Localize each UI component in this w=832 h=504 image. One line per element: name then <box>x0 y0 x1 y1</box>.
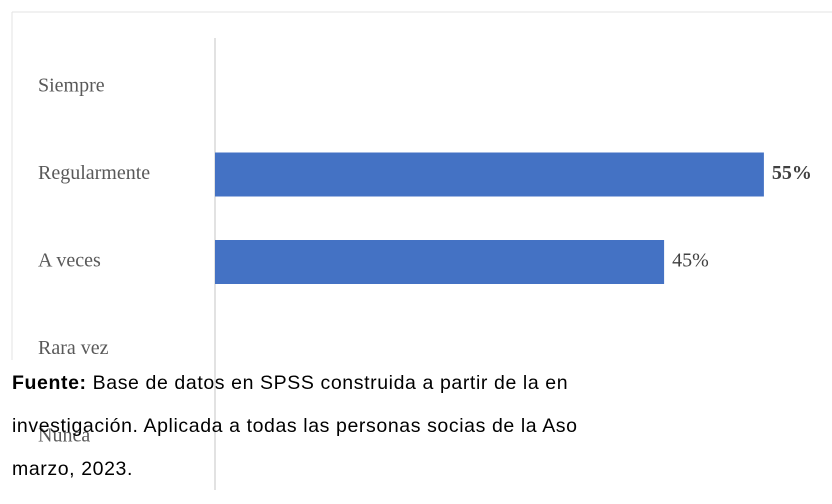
caption-text: Base de datos en SPSS construida a parti… <box>92 372 569 394</box>
caption: Fuente: Base de datos en SPSS construida… <box>12 362 578 491</box>
caption-line: investigación. Aplicada a todas las pers… <box>12 415 578 437</box>
category-label: A veces <box>38 250 101 272</box>
bar <box>215 240 665 284</box>
category-label: Nunca <box>38 425 90 447</box>
caption-line: Fuente: Base de datos en SPSS construida… <box>12 362 578 405</box>
caption-label: Fuente: <box>12 372 87 394</box>
bar <box>215 152 764 197</box>
value-label: 45% <box>672 250 709 272</box>
category-label: Regularmente <box>38 162 150 184</box>
category-label: Rara vez <box>38 337 109 359</box>
caption-line: marzo, 2023. <box>12 458 134 480</box>
category-label: Siempre <box>38 75 105 97</box>
value-label: 55% <box>772 162 812 184</box>
